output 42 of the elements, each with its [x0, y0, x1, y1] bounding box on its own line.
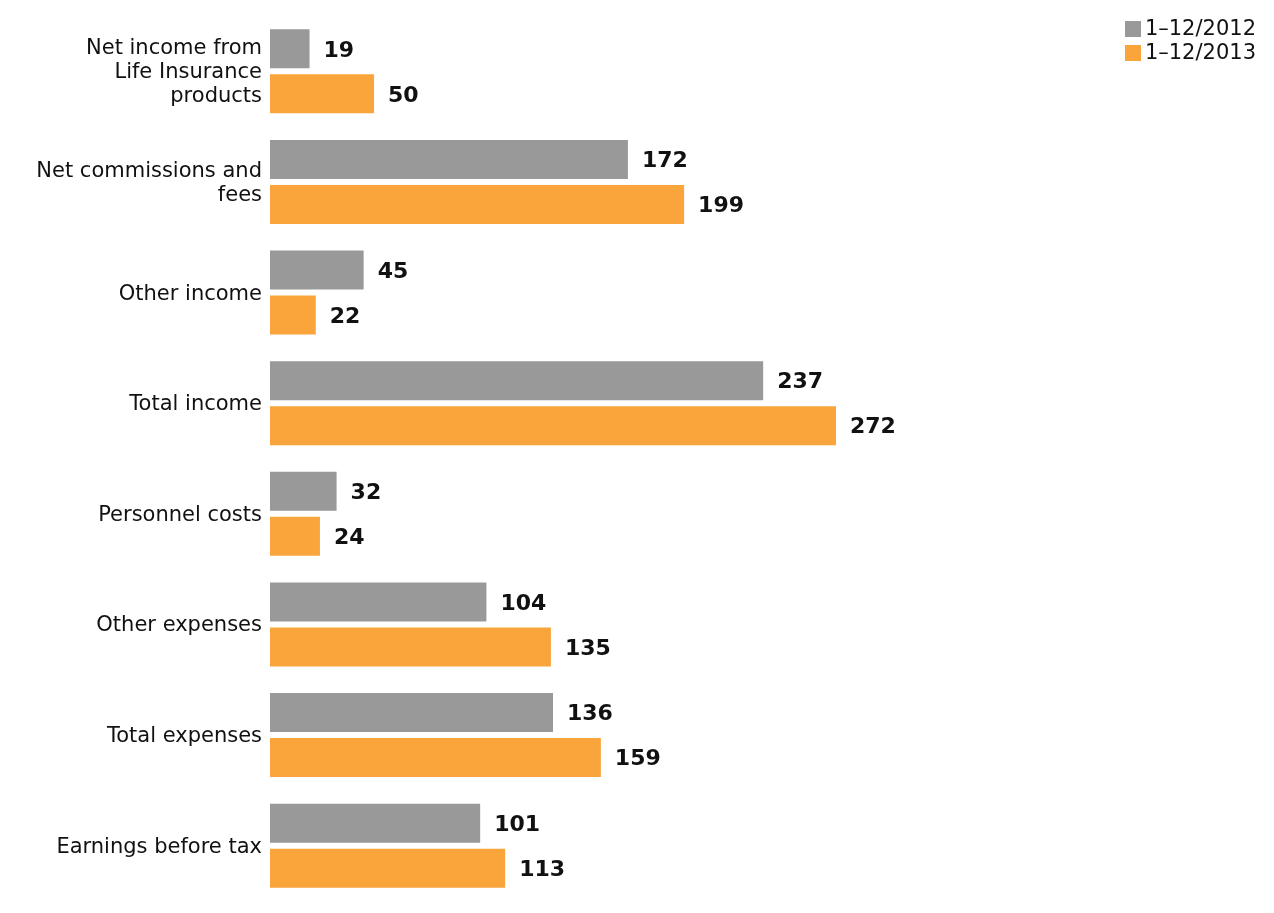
data-label: 272: [850, 413, 896, 439]
data-label: 136: [567, 700, 613, 726]
data-label: 159: [614, 745, 661, 771]
bar: [270, 582, 487, 622]
bar: [270, 693, 553, 733]
data-label: 104: [500, 589, 547, 615]
y-tick-label: Earnings before tax: [56, 833, 262, 858]
data-label: 24: [333, 524, 365, 550]
bar: [270, 738, 601, 778]
data-label: 19: [323, 36, 355, 62]
y-tick-label: Other expenses: [96, 612, 262, 637]
data-label: 237: [777, 368, 824, 394]
bar: [270, 627, 551, 667]
y-tick-label: Total expenses: [105, 723, 262, 748]
y-tick-label: Personnel costs: [98, 501, 262, 526]
data-label: 199: [698, 192, 745, 218]
bar: [270, 803, 481, 843]
data-label: 50: [388, 81, 419, 107]
data-label: 22: [329, 302, 361, 328]
bar: [270, 361, 764, 401]
bar: [270, 29, 310, 69]
data-label: 101: [494, 810, 541, 836]
bar: [270, 250, 364, 290]
y-tick-label: Net income from Life Insurance products: [86, 35, 262, 108]
bar: [270, 184, 685, 224]
legend-label: 1–12/2013: [1144, 40, 1256, 64]
y-tick-label: Net commissions and fees: [36, 157, 262, 206]
y-tick-label: Other income: [118, 280, 262, 305]
data-label: 135: [564, 634, 611, 660]
bar: [270, 74, 375, 114]
data-label: 32: [350, 479, 382, 505]
bar: [270, 516, 320, 556]
bar: [270, 406, 836, 446]
y-tick-label: Total income: [128, 391, 262, 416]
data-label: 45: [377, 257, 409, 283]
bar: [270, 848, 506, 888]
data-label: 113: [519, 855, 566, 881]
data-label: 172: [641, 147, 688, 173]
bar: [270, 295, 316, 335]
legend-label: 1–12/2012: [1144, 16, 1256, 40]
bar: [270, 139, 628, 179]
bar: [270, 471, 337, 511]
